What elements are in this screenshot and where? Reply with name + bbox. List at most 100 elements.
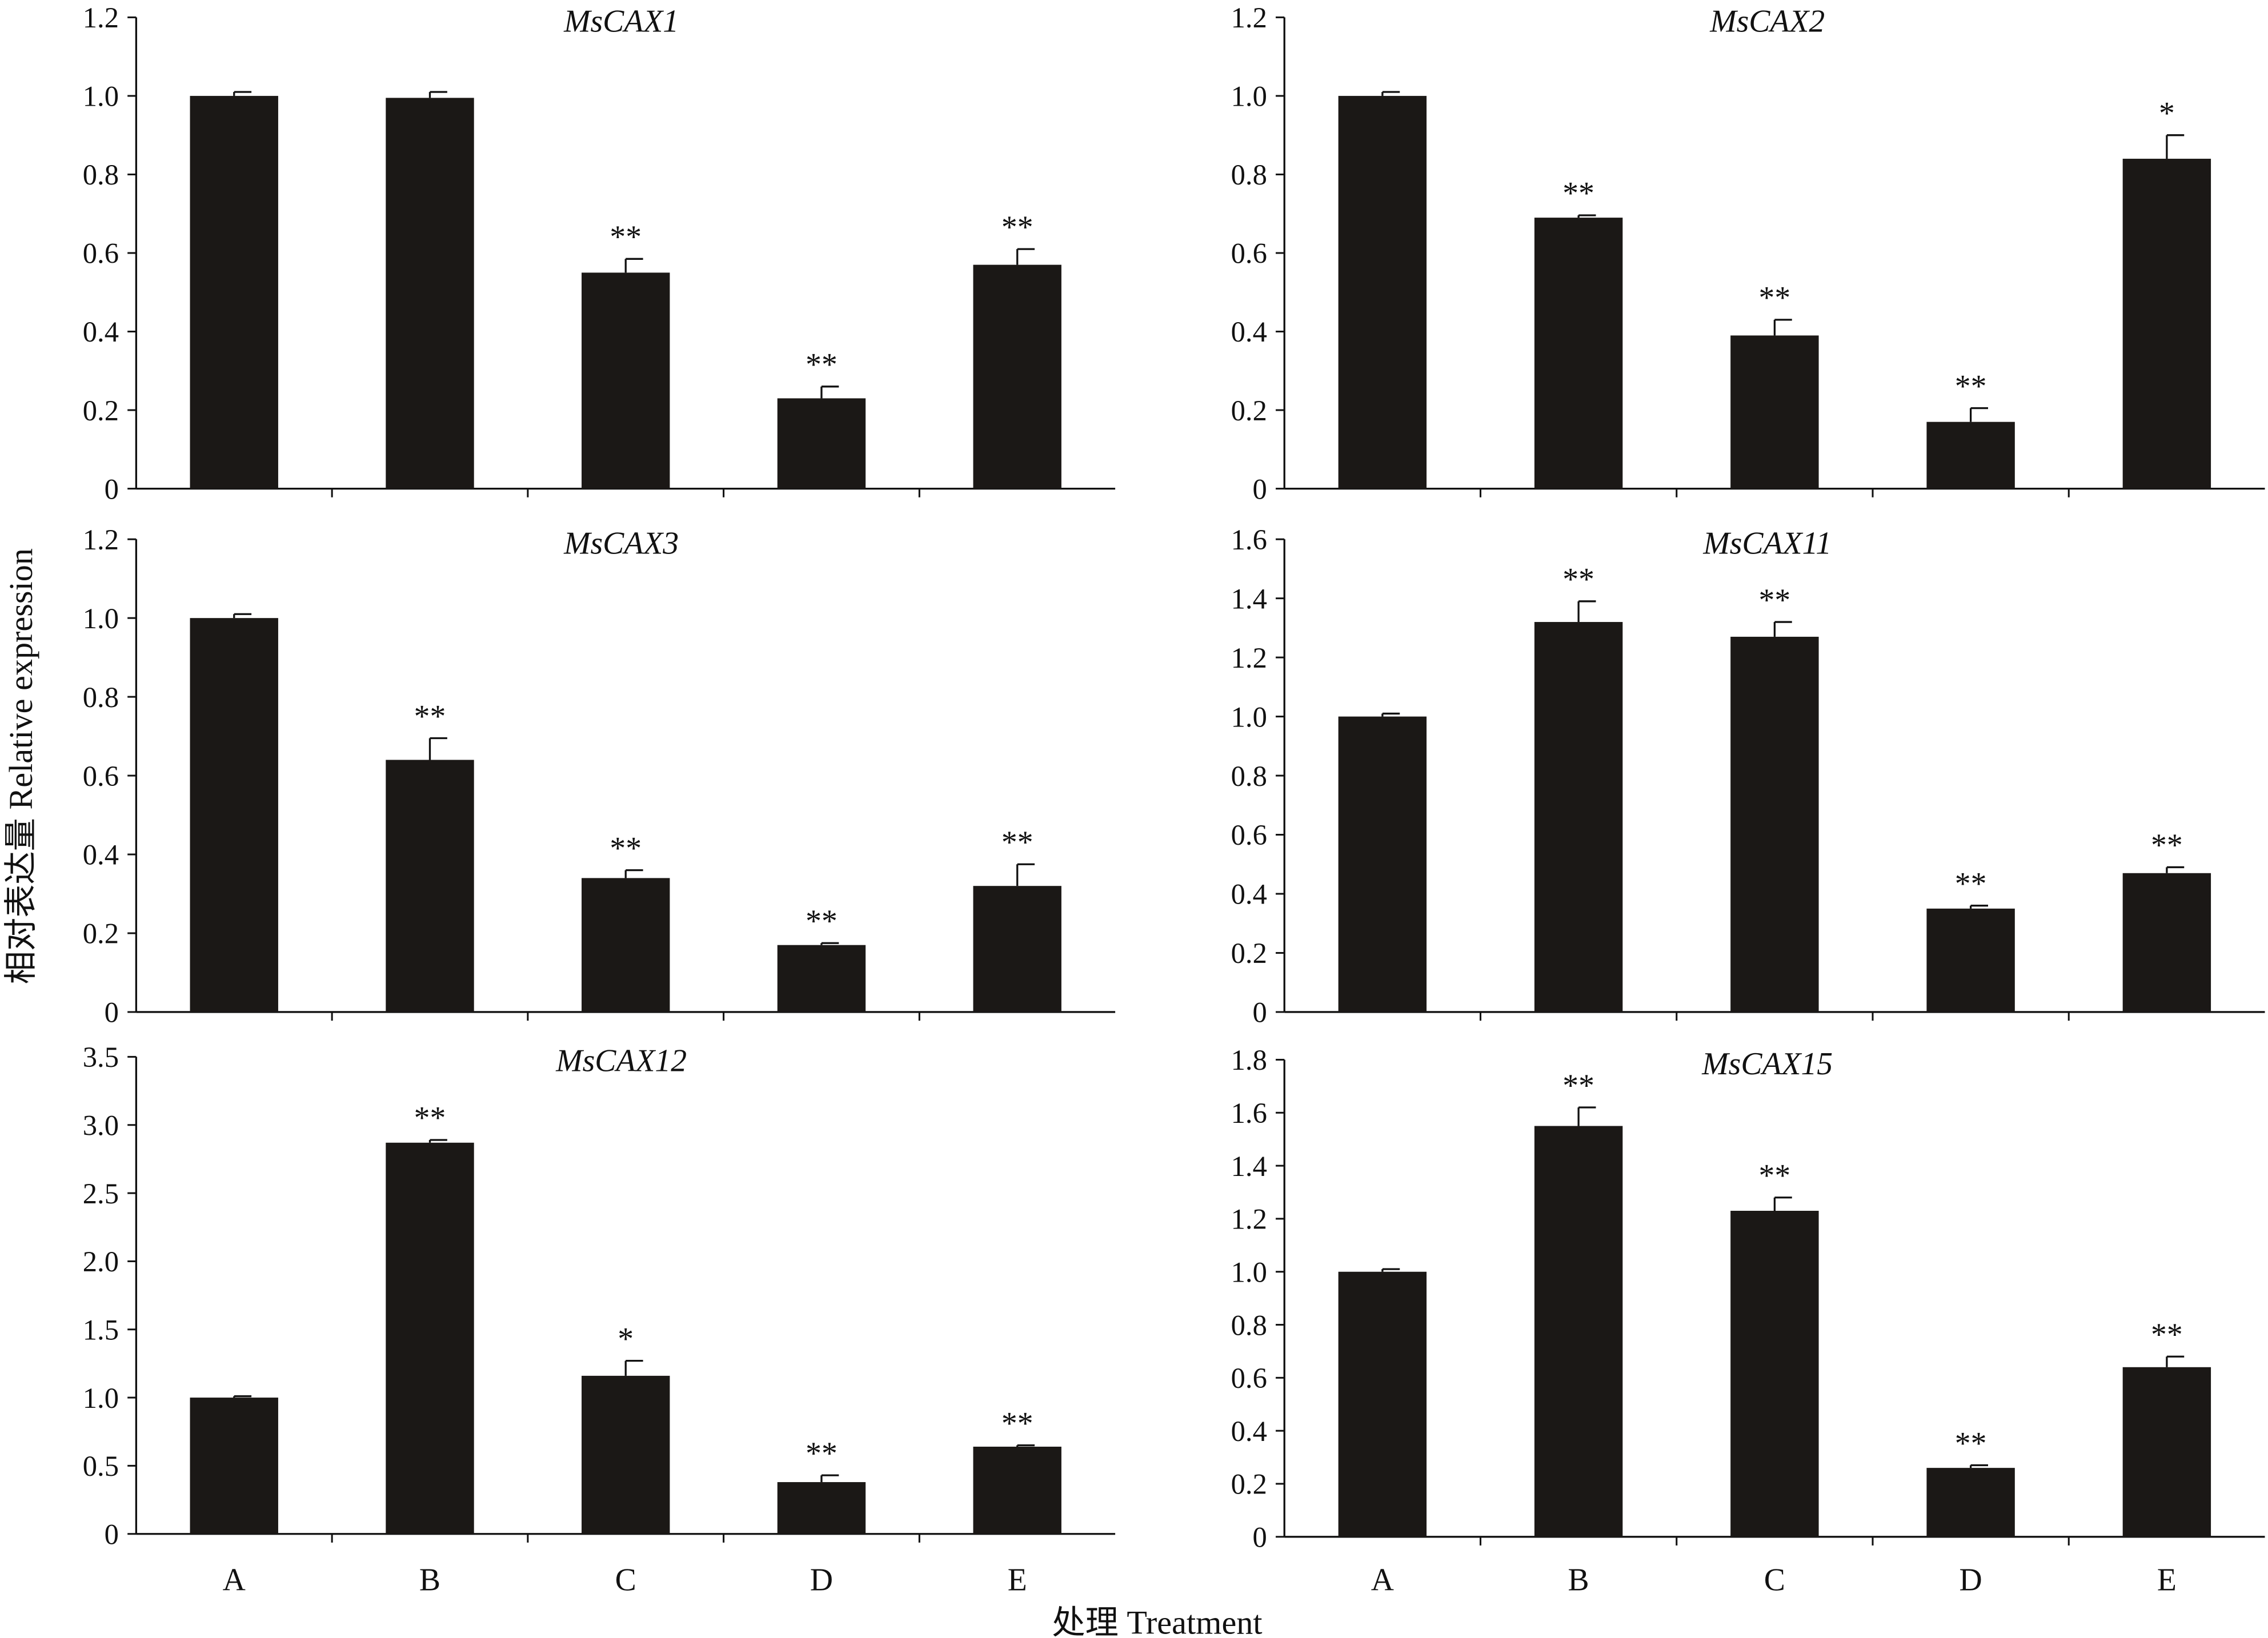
significance-label: ** xyxy=(414,1101,446,1136)
y-tick-label: 0.8 xyxy=(1231,159,1267,191)
panel-MsCAX2: 00.20.40.60.81.01.2 MsCAX2******* xyxy=(1231,2,2265,505)
category-label: E xyxy=(1008,1562,1027,1597)
y-tick-label: 0 xyxy=(1253,997,1267,1029)
y-tick-label: 1.2 xyxy=(83,2,119,34)
panel-title: MsCAX15 xyxy=(1701,1046,1833,1082)
y-tick-label: 0.6 xyxy=(83,760,119,792)
bar-D xyxy=(1926,908,2015,1012)
significance-label: ** xyxy=(2151,828,2183,863)
y-tick-label: 0.6 xyxy=(1231,819,1267,851)
y-tick-label: 1.6 xyxy=(1231,524,1267,556)
significance-label: ** xyxy=(1001,825,1033,860)
y-tick-label: 1.2 xyxy=(1231,1203,1267,1235)
panel-title: MsCAX12 xyxy=(555,1043,687,1079)
y-tick-label: 1.6 xyxy=(1231,1097,1267,1129)
y-tick-label: 1.2 xyxy=(1231,642,1267,674)
y-tick-label: 1.8 xyxy=(1231,1044,1267,1076)
y-tick-label: 1.0 xyxy=(83,603,119,635)
bar-D xyxy=(777,945,866,1012)
bar-C xyxy=(582,272,670,489)
significance-label: ** xyxy=(2151,1317,2183,1352)
y-tick-label: 0 xyxy=(105,473,119,505)
category-label: C xyxy=(615,1562,636,1597)
y-tick-label: 1.4 xyxy=(1231,583,1267,615)
y-tick-label: 0.8 xyxy=(1231,760,1267,792)
y-tick-label: 1.2 xyxy=(83,524,119,556)
significance-label: ** xyxy=(1955,1426,1987,1461)
bar-B xyxy=(1534,218,1623,489)
bar-A xyxy=(190,95,278,489)
category-label: C xyxy=(1764,1562,1785,1597)
bar-C xyxy=(582,1375,670,1534)
panel-MsCAX15: 0 0.2 0.4 0.6 0.8 1.0 1.2 1.4 1.6 1.8 MsCAX15 A ** B *… xyxy=(1231,1044,2265,1597)
y-tick-label: 0.4 xyxy=(83,316,119,348)
significance-label: ** xyxy=(806,347,838,383)
significance-label: * xyxy=(618,1321,634,1356)
y-tick-label: 1.4 xyxy=(1231,1150,1267,1182)
category-label: A xyxy=(1371,1562,1394,1597)
bar-E xyxy=(2122,158,2211,489)
y-tick-label: 1.0 xyxy=(83,81,119,113)
y-tick-label: 1.0 xyxy=(83,1382,119,1414)
y-tick-label: 0.2 xyxy=(83,395,119,427)
y-tick-label: 0.8 xyxy=(1231,1309,1267,1341)
panel-title: MsCAX2 xyxy=(1709,4,1825,39)
y-tick-label: 0 xyxy=(1253,473,1267,505)
y-tick-label: 0 xyxy=(105,997,119,1029)
y-tick-label: 0 xyxy=(1253,1521,1267,1553)
significance-label: ** xyxy=(610,830,642,866)
y-tick-label: 1.2 xyxy=(1231,2,1267,34)
significance-label: ** xyxy=(1759,583,1791,618)
y-tick-label: 3.0 xyxy=(83,1109,119,1141)
category-label: B xyxy=(1568,1562,1589,1597)
significance-label: ** xyxy=(1759,1158,1791,1194)
y-tick-label: 0.2 xyxy=(1231,1468,1267,1500)
category-label: D xyxy=(810,1562,833,1597)
panel-title: MsCAX1 xyxy=(563,4,679,39)
y-tick-label: 1.5 xyxy=(83,1314,119,1346)
bar-D xyxy=(1926,1468,2015,1537)
bar-E xyxy=(973,1446,1061,1534)
significance-label: ** xyxy=(1001,1406,1033,1441)
bar-E xyxy=(2122,1367,2211,1537)
significance-label: ** xyxy=(1562,1068,1594,1103)
bar-B xyxy=(386,760,474,1012)
y-tick-label: 0.2 xyxy=(1231,395,1267,427)
y-tick-label: 2.0 xyxy=(83,1246,119,1278)
y-tick-label: 0.4 xyxy=(83,839,119,871)
panel-MsCAX12: 0 0.5 1.0 1.5 2.0 2.5 3.0 3.5 MsCAX12 A ** B * C ** D **… xyxy=(83,1041,1116,1597)
y-tick-label: 0.4 xyxy=(1231,316,1267,348)
panel-MsCAX1: 0 0.2 0.4 0.6 0.8 1.0 1.2 MsCAX1 ** ** ** xyxy=(83,2,1116,505)
y-tick-label: 0.5 xyxy=(83,1450,119,1482)
bar-D xyxy=(777,1482,866,1534)
bar-A xyxy=(190,618,278,1012)
significance-label: * xyxy=(2159,95,2175,131)
bar-E xyxy=(2122,873,2211,1012)
significance-label: ** xyxy=(1759,280,1791,316)
y-tick-label: 0.8 xyxy=(83,681,119,713)
significance-label: ** xyxy=(1562,562,1594,597)
significance-label: ** xyxy=(1562,176,1594,211)
y-tick-label: 1.0 xyxy=(1231,701,1267,733)
significance-label: ** xyxy=(1001,210,1033,245)
bar-E xyxy=(973,886,1061,1012)
bar-B xyxy=(386,1142,474,1534)
panel-MsCAX3: 0 0.2 0.4 0.6 0.8 1.0 1.2 MsCAX3 ** ** ** ** xyxy=(83,524,1116,1029)
category-label: A xyxy=(223,1562,246,1597)
panel-title: MsCAX11 xyxy=(1702,526,1832,561)
significance-label: ** xyxy=(414,698,446,734)
bar-A xyxy=(1338,716,1427,1012)
y-tick-label: 3.5 xyxy=(83,1041,119,1073)
y-tick-label: 0.6 xyxy=(1231,238,1267,270)
y-tick-label: 0.6 xyxy=(83,238,119,270)
bar-D xyxy=(777,398,866,489)
significance-label: ** xyxy=(806,1436,838,1471)
y-tick-label: 0 xyxy=(105,1518,119,1550)
bar-C xyxy=(1730,1210,1819,1537)
y-tick-label: 0.4 xyxy=(1231,878,1267,910)
bar-C xyxy=(1730,335,1819,489)
significance-label: ** xyxy=(806,904,838,939)
significance-label: ** xyxy=(610,219,642,255)
panel-MsCAX11: 0 0.2 0.4 0.6 0.8 1.0 1.2 1.4 1.6 MsCAX11 ** ** ** ** xyxy=(1231,524,2265,1029)
bar-A xyxy=(1338,1271,1427,1537)
